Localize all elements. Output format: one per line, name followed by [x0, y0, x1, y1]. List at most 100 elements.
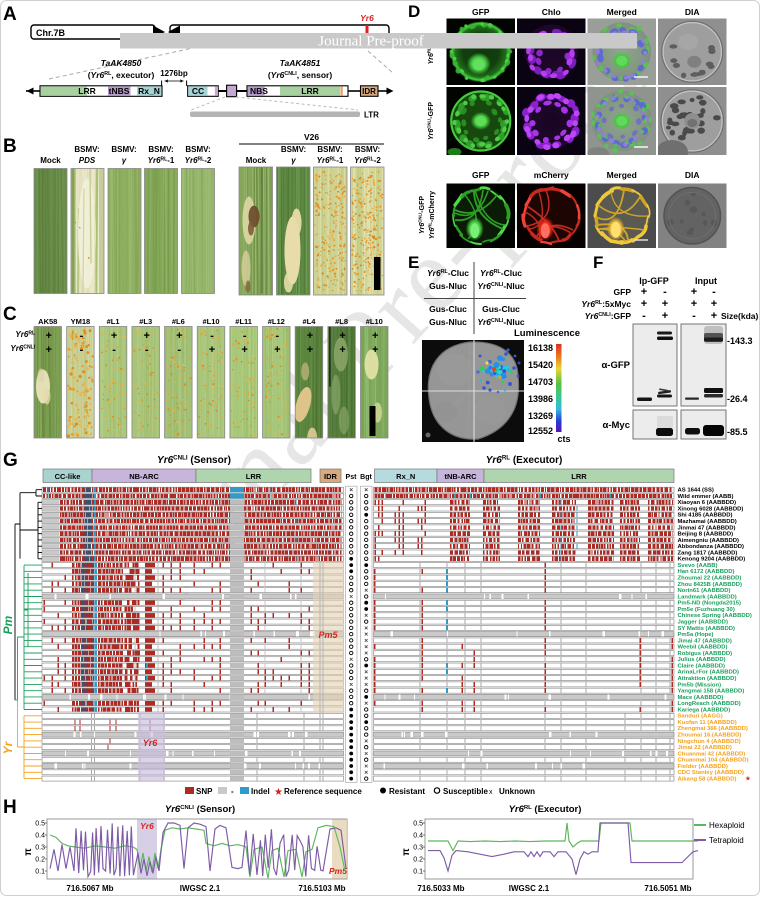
- svg-text:Jinmai 47 (AABBDD): Jinmai 47 (AABBDD): [678, 525, 736, 531]
- svg-text:716.5103 Mb: 716.5103 Mb: [298, 884, 345, 893]
- svg-text:Unknown: Unknown: [499, 787, 535, 796]
- svg-text:+: +: [691, 286, 697, 298]
- svg-text:+: +: [46, 330, 52, 342]
- svg-text:0.2: 0.2: [413, 857, 423, 864]
- svg-text:-: -: [80, 330, 84, 342]
- svg-text:-: -: [178, 344, 182, 356]
- svg-text:+: +: [176, 330, 182, 342]
- svg-text:+: +: [641, 286, 647, 298]
- svg-text:A: A: [3, 4, 17, 25]
- svg-text:CC-like: CC-like: [55, 472, 81, 481]
- svg-text:-143.3: -143.3: [727, 336, 753, 346]
- svg-text:Mazhamai (AABBDD): Mazhamai (AABBDD): [678, 519, 737, 525]
- svg-text:Zhengmai 366 (AABBDD): Zhengmai 366 (AABBDD): [678, 726, 748, 732]
- svg-text:Bgt: Bgt: [360, 474, 372, 481]
- svg-text:-: -: [80, 344, 84, 356]
- svg-text:H: H: [3, 797, 17, 818]
- svg-text:#L4: #L4: [302, 317, 316, 326]
- svg-text:Chr.7B: Chr.7B: [36, 28, 66, 38]
- svg-text:IWGSC 2.1: IWGSC 2.1: [509, 884, 550, 893]
- svg-text:π: π: [23, 848, 34, 856]
- svg-text:Gus-Nluc: Gus-Nluc: [429, 317, 467, 327]
- svg-text:Chlo: Chlo: [542, 7, 561, 17]
- svg-text:IWGSC 2.1: IWGSC 2.1: [180, 884, 221, 893]
- svg-text:Gus-Cluc: Gus-Cluc: [429, 304, 467, 314]
- svg-text:+: +: [307, 344, 313, 356]
- svg-text:Aikang 58 (AABBDD): Aikang 58 (AABBDD): [678, 777, 737, 783]
- svg-text:Pm5e (Fuzhuang 30): Pm5e (Fuzhuang 30): [678, 607, 735, 613]
- svg-text:Pm: Pm: [1, 615, 15, 634]
- svg-text:-26.4: -26.4: [727, 394, 748, 404]
- svg-text:CC: CC: [192, 86, 204, 96]
- svg-text:0.3: 0.3: [35, 845, 45, 852]
- svg-text:Yr6RL-Cluc: Yr6RL-Cluc: [480, 268, 522, 278]
- svg-text:Xiaoyan 6 (AABBDD): Xiaoyan 6 (AABBDD): [678, 500, 737, 506]
- svg-text:GFP: GFP: [472, 7, 490, 17]
- svg-text:13986: 13986: [528, 394, 553, 404]
- svg-text:Pst: Pst: [346, 474, 358, 481]
- svg-text:+: +: [662, 298, 668, 310]
- svg-text:IDR: IDR: [324, 472, 338, 481]
- svg-text:DIA: DIA: [685, 7, 700, 17]
- svg-text:#L11: #L11: [235, 317, 252, 326]
- svg-text:Pm5: Pm5: [318, 630, 338, 640]
- svg-text:Sanduri (AAGG): Sanduri (AAGG): [678, 714, 723, 720]
- svg-text:Yr6CNLI (Sensor): Yr6CNLI (Sensor): [157, 455, 231, 466]
- svg-text:Merged: Merged: [607, 170, 637, 180]
- svg-text:0.1: 0.1: [413, 869, 423, 876]
- svg-text:Mace (AABBDD): Mace (AABBDD): [678, 695, 724, 701]
- svg-text:AS 1644 (SS): AS 1644 (SS): [678, 488, 714, 494]
- svg-text:(Yr6RL, executor): (Yr6RL, executor): [88, 70, 155, 80]
- svg-text:+: +: [307, 330, 313, 342]
- svg-text:★: ★: [274, 787, 283, 798]
- svg-text:+: +: [641, 298, 647, 310]
- svg-text:IDR: IDR: [362, 87, 376, 96]
- svg-text:Xinong 6028 (AABBDD): Xinong 6028 (AABBDD): [678, 506, 744, 512]
- svg-text:GFP: GFP: [614, 287, 632, 297]
- svg-text:716.5067 Mb: 716.5067 Mb: [66, 884, 113, 893]
- svg-text:+: +: [372, 344, 378, 356]
- svg-text:Wild emmer (AABB): Wild emmer (AABB): [678, 494, 734, 500]
- svg-text:YM18: YM18: [71, 317, 91, 326]
- svg-text:Merged: Merged: [607, 7, 637, 17]
- svg-text:Pm5-ND (Nongda2015): Pm5-ND (Nongda2015): [678, 601, 742, 607]
- svg-text:LRR: LRR: [301, 86, 318, 96]
- svg-text:TaAK4850: TaAK4850: [101, 58, 142, 68]
- svg-text:Yr6: Yr6: [140, 821, 154, 831]
- svg-text:Yr6: Yr6: [360, 13, 374, 23]
- svg-text:TaAK4851: TaAK4851: [280, 58, 321, 68]
- svg-text:Pm5a (Hope): Pm5a (Hope): [678, 632, 714, 638]
- svg-text:-: -: [642, 310, 646, 322]
- svg-text:Han 6172 (AABBDD): Han 6172 (AABBDD): [678, 569, 735, 575]
- svg-text:LRR: LRR: [78, 86, 95, 96]
- svg-text:0.5: 0.5: [413, 821, 423, 828]
- svg-text:-: -: [692, 310, 696, 322]
- svg-text:-: -: [112, 344, 116, 356]
- svg-text:#L10: #L10: [366, 317, 383, 326]
- svg-text:LongReach (AABBDD): LongReach (AABBDD): [678, 701, 741, 707]
- svg-text:Indel: Indel: [251, 787, 270, 796]
- svg-text:Attraktion (AABBDD): Attraktion (AABBDD): [678, 676, 737, 682]
- svg-text:Chuanmai 104 (AABBDD): Chuanmai 104 (AABBDD): [678, 758, 749, 764]
- svg-text:Zhoumai 22 (AABBDD): Zhoumai 22 (AABBDD): [678, 576, 742, 582]
- svg-text:V26: V26: [304, 132, 319, 142]
- svg-text:(Yr6CNLI, sensor): (Yr6CNLI, sensor): [268, 70, 333, 80]
- svg-text:Size(kda): Size(kda): [721, 311, 758, 321]
- svg-text:C: C: [3, 304, 17, 325]
- svg-text:Jimai 47 (AABBDD): Jimai 47 (AABBDD): [678, 638, 732, 644]
- svg-text:Yr6: Yr6: [143, 738, 159, 748]
- svg-text:GFP: GFP: [472, 170, 490, 180]
- svg-text:+: +: [209, 344, 215, 356]
- svg-text:0.3: 0.3: [413, 845, 423, 852]
- svg-text:α-GFP: α-GFP: [601, 360, 630, 371]
- svg-text:SY Mattis (AABBDD): SY Mattis (AABBDD): [678, 626, 736, 632]
- svg-text:Svevo (AABB): Svevo (AABB): [678, 563, 718, 569]
- svg-text:Zang 1817 (AABBDD): Zang 1817 (AABBDD): [678, 550, 738, 556]
- svg-text:cts: cts: [557, 434, 570, 444]
- svg-text:Fielder (AABBDD): Fielder (AABBDD): [678, 764, 728, 770]
- svg-text:Jagger (AABBDD): Jagger (AABBDD): [678, 620, 728, 626]
- svg-text:Shi 4185 (AABBDD): Shi 4185 (AABBDD): [678, 513, 733, 519]
- svg-text:716.5033 Mb: 716.5033 Mb: [417, 884, 464, 893]
- svg-text:γ: γ: [122, 156, 127, 165]
- svg-text:ArinaLrFor (AABBDD): ArinaLrFor (AABBDD): [678, 670, 740, 676]
